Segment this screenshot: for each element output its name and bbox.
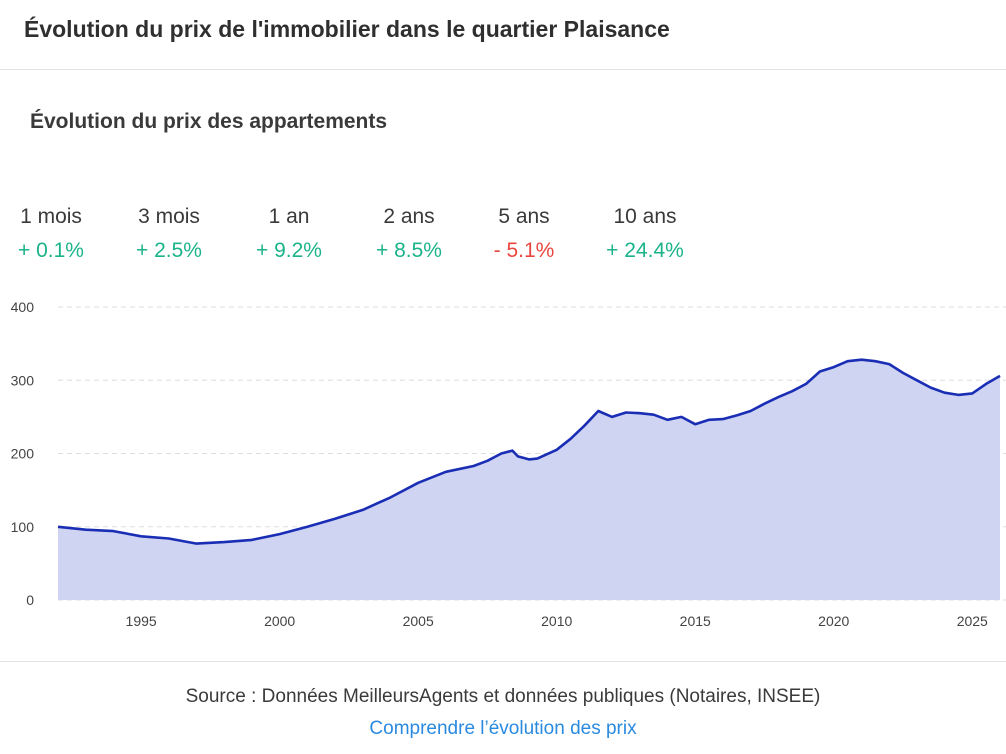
footer: Source : Données MeilleursAgents et donn… (0, 661, 1006, 754)
x-axis-ticks: 1995 2000 2005 2010 2015 2020 2025 (126, 613, 989, 629)
stat-value: + 8.5% (376, 239, 442, 262)
chart-subtitle: Évolution du prix des appartements (30, 110, 388, 133)
x-tick-label: 2005 (403, 613, 434, 629)
explain-prices-link[interactable]: Comprendre l’évolution des prix (369, 718, 637, 739)
stat-2-ans: 2 ans + 8.5% (354, 203, 464, 265)
x-tick-label: 2010 (541, 613, 572, 629)
stat-1-an: 1 an + 9.2% (234, 203, 344, 265)
source-text: Source : Données MeilleursAgents et donn… (185, 686, 821, 707)
stat-5-ans: 5 ans - 5.1% (469, 203, 579, 265)
x-tick-label: 2000 (264, 613, 295, 629)
stat-value: + 2.5% (136, 239, 202, 262)
y-tick-label: 100 (11, 519, 35, 535)
y-tick-label: 200 (11, 446, 35, 462)
price-chart[interactable]: 0 100 200 300 400 1995 2000 2005 2010 2015 2020 20… (0, 290, 1006, 640)
x-tick-label: 1995 (126, 613, 157, 629)
stat-label: 2 ans (383, 205, 435, 228)
header: Évolution du prix de l'immobilier dans l… (0, 0, 1006, 70)
price-line[interactable] (57, 358, 1001, 545)
y-tick-label: 0 (26, 592, 34, 608)
stat-value: + 0.1% (18, 239, 84, 262)
price-area (58, 359, 1000, 600)
stat-1-mois: 1 mois + 0.1% (0, 203, 106, 265)
x-tick-label: 2020 (818, 613, 849, 629)
stat-value: + 24.4% (606, 239, 684, 262)
stat-label: 1 an (268, 205, 310, 228)
stat-label: 3 mois (138, 205, 200, 228)
page-title: Évolution du prix de l'immobilier dans l… (24, 16, 670, 42)
y-axis-ticks: 0 100 200 300 400 (11, 299, 35, 608)
stats-row: 1 mois + 0.1% 3 mois + 2.5% 1 an + 9.2% … (0, 203, 760, 273)
stat-value: - 5.1% (493, 239, 555, 262)
stat-3-mois: 3 mois + 2.5% (114, 203, 224, 265)
x-tick-label: 2025 (957, 613, 988, 629)
stat-10-ans: 10 ans + 24.4% (590, 203, 700, 265)
stat-label: 10 ans (613, 205, 677, 228)
stat-value: + 9.2% (256, 239, 322, 262)
y-tick-label: 400 (11, 299, 35, 315)
x-tick-label: 2015 (680, 613, 711, 629)
y-tick-label: 300 (11, 372, 35, 388)
stat-label: 5 ans (498, 205, 550, 228)
stat-label: 1 mois (20, 205, 82, 228)
